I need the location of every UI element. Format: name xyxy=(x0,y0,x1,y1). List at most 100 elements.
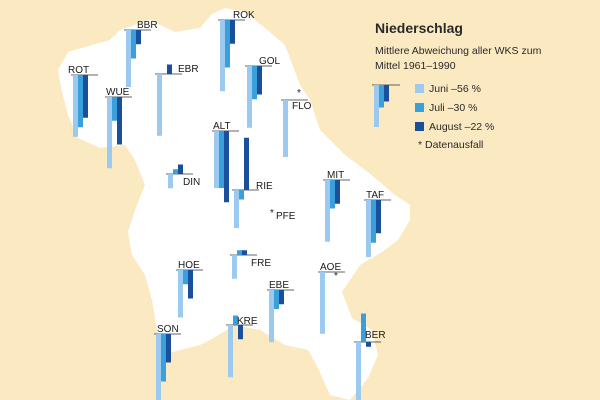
bar-kre-july xyxy=(233,315,238,325)
bar-son-july xyxy=(161,334,166,382)
bar-taf-june xyxy=(366,200,371,257)
legend-sample-bars xyxy=(372,84,400,127)
bar-mit-august xyxy=(335,180,340,204)
legend-item-august: August –22 % xyxy=(415,121,494,133)
bar-son-june xyxy=(156,334,161,400)
bar-bbr-august xyxy=(136,30,141,45)
station-ebr: EBR xyxy=(155,64,199,136)
bar-ber-august xyxy=(366,342,371,347)
bar-mit-june xyxy=(325,180,330,242)
station-label: WUE xyxy=(106,87,130,98)
missing-data-marker: * xyxy=(270,208,274,219)
bar-mit-july xyxy=(330,180,335,209)
bar-wue-june xyxy=(107,97,112,169)
legend-swatch-august xyxy=(415,122,424,131)
station-rie: RIE xyxy=(232,137,273,228)
station-label: SON xyxy=(157,324,179,335)
bar-gol-july xyxy=(252,66,257,100)
station-label: EBR xyxy=(178,64,199,75)
bar-bbr-june xyxy=(126,30,131,87)
bar-gol-june xyxy=(247,66,252,128)
legend-missing-marker: * xyxy=(418,139,423,151)
station-rok: ROK xyxy=(218,10,255,92)
bar-alt-june xyxy=(214,131,219,188)
bar-hoe-august xyxy=(188,270,193,299)
station-label: GOL xyxy=(259,56,281,67)
bar-rie-august xyxy=(244,137,249,190)
bar-taf-july xyxy=(371,200,376,243)
legend-label-june: Juni –56 % xyxy=(429,83,481,95)
bar-ber-june xyxy=(356,342,361,400)
station-bbr: BBR xyxy=(124,20,158,87)
bar-kre-august xyxy=(238,325,243,340)
station-flo: * FLO xyxy=(281,88,312,157)
bar-alt-august xyxy=(224,131,229,203)
legend-missing-text: Datenausfall xyxy=(425,139,484,151)
bar-din-july xyxy=(173,169,178,174)
bar-bbr-july xyxy=(131,30,136,59)
station-label: PFE xyxy=(276,211,296,222)
station-alt: ALT xyxy=(212,121,239,203)
station-son: SON xyxy=(154,324,181,400)
legend-subtitle: Mittlere Abweichung aller WKS zum Mittel… xyxy=(375,45,542,72)
station-aoe: *AOE xyxy=(318,262,345,334)
bar-rok-august xyxy=(230,20,235,44)
bar-din-august xyxy=(178,164,183,174)
legend-item-july: Juli –30 % xyxy=(415,102,477,114)
station-label: EBE xyxy=(269,280,289,291)
station-label: AOE xyxy=(320,262,341,273)
bar-fre-july xyxy=(237,250,242,255)
bar-gol-august xyxy=(257,66,262,95)
bar-fre-august xyxy=(242,250,247,255)
legend-label-august: August –22 % xyxy=(429,121,495,133)
station-label: TAF xyxy=(366,190,384,201)
bar-rot-june xyxy=(73,75,78,137)
bar-ebe-june xyxy=(269,290,274,343)
bar-kre-june xyxy=(228,325,233,378)
station-label: HOE xyxy=(178,260,200,271)
legend-title: Niederschlag xyxy=(375,20,463,36)
station-label: RIE xyxy=(256,181,273,192)
bar-rie-july xyxy=(239,190,244,200)
station-fre: FRE xyxy=(230,250,271,279)
legend-label-july: Juli –30 % xyxy=(429,102,478,114)
station-pfe: * PFE xyxy=(270,208,296,222)
station-label: MIT xyxy=(327,170,344,181)
bar-aoe-june xyxy=(320,272,325,334)
legend-sample-bar-august xyxy=(384,85,389,102)
bar-wue-august xyxy=(117,97,122,145)
station-rot: ROT xyxy=(68,65,98,137)
station-label: FRE xyxy=(251,258,271,269)
station-hoe: HOE xyxy=(176,260,203,318)
bar-din-june xyxy=(168,174,173,189)
station-wue: WUE xyxy=(105,87,132,169)
station-label: ROT xyxy=(68,65,89,76)
legend-swatch-july xyxy=(415,103,424,112)
bar-ebr-june xyxy=(157,74,162,136)
bar-fre-june xyxy=(232,255,237,279)
station-label: DIN xyxy=(183,177,200,188)
bar-ebr-august xyxy=(167,64,172,74)
missing-data-marker: * xyxy=(334,271,338,282)
station-label: ROK xyxy=(233,10,255,21)
bar-son-august xyxy=(166,334,171,363)
station-label: BBR xyxy=(137,20,158,31)
legend-swatch-june xyxy=(415,84,424,93)
station-taf: TAF xyxy=(364,190,391,257)
missing-data-marker: * xyxy=(297,88,301,99)
bar-taf-august xyxy=(376,200,381,234)
station-din: DIN xyxy=(166,164,200,189)
legend-missing-note: * Datenausfall xyxy=(418,139,483,151)
bar-rok-june xyxy=(220,20,225,92)
bar-rot-august xyxy=(83,75,88,118)
bar-ebe-august xyxy=(279,290,284,305)
legend-sample-bar-june xyxy=(374,85,379,127)
station-label: KRE xyxy=(237,316,258,327)
station-mit: MIT xyxy=(323,170,350,242)
bar-alt-july xyxy=(219,131,224,188)
bar-wue-july xyxy=(112,97,117,121)
bar-hoe-july xyxy=(183,270,188,285)
